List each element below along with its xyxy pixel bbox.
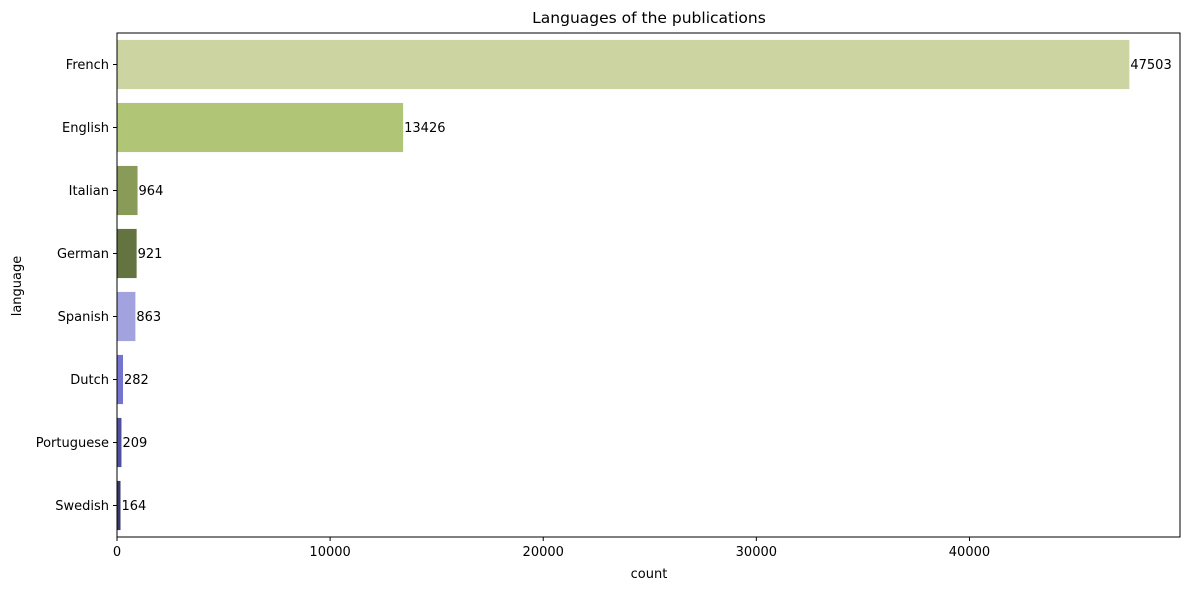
bar-portuguese <box>117 417 122 468</box>
y-tick-label: Swedish <box>55 499 109 514</box>
plot-frame <box>116 32 1181 538</box>
x-tick-label: 20000 <box>523 545 564 560</box>
bar-dutch <box>117 354 124 405</box>
y-tick-label: Italian <box>69 184 109 199</box>
bar-french <box>117 39 1130 90</box>
y-tick-label: German <box>57 247 109 262</box>
bar-swedish <box>117 480 121 531</box>
data-label-swedish: 164 <box>121 499 146 514</box>
data-label-spanish: 863 <box>136 310 161 325</box>
x-tick-label: 30000 <box>736 545 777 560</box>
y-axis-title: language <box>10 256 25 317</box>
data-label-english: 13426 <box>404 121 445 136</box>
x-tick-label: 10000 <box>309 545 350 560</box>
bar-spanish <box>117 291 136 342</box>
data-label-german: 921 <box>138 247 163 262</box>
bar-italian <box>117 165 138 216</box>
y-ticks-group: French English Italian German Spanish Dutch Po… <box>36 58 117 514</box>
y-tick-label: French <box>66 58 109 73</box>
data-labels-group: 47503 13426 964 921 863 282 209 164 <box>121 58 1171 514</box>
data-label-portuguese: 209 <box>122 436 147 451</box>
y-tick-label: Spanish <box>58 310 109 325</box>
data-label-french: 47503 <box>1130 58 1171 73</box>
bar-german <box>117 228 137 279</box>
bar-english <box>117 102 404 153</box>
x-tick-label: 0 <box>113 545 121 560</box>
x-tick-label: 40000 <box>949 545 990 560</box>
y-tick-label: Dutch <box>70 373 109 388</box>
chart-title: Languages of the publications <box>532 9 766 27</box>
data-label-dutch: 282 <box>124 373 149 388</box>
y-tick-label: Portuguese <box>36 436 109 451</box>
y-tick-label: English <box>62 121 109 136</box>
x-ticks-group: 0 10000 20000 30000 40000 <box>113 537 990 560</box>
x-axis-title: count <box>631 567 668 582</box>
bars-group <box>117 39 1130 531</box>
data-label-italian: 964 <box>139 184 164 199</box>
